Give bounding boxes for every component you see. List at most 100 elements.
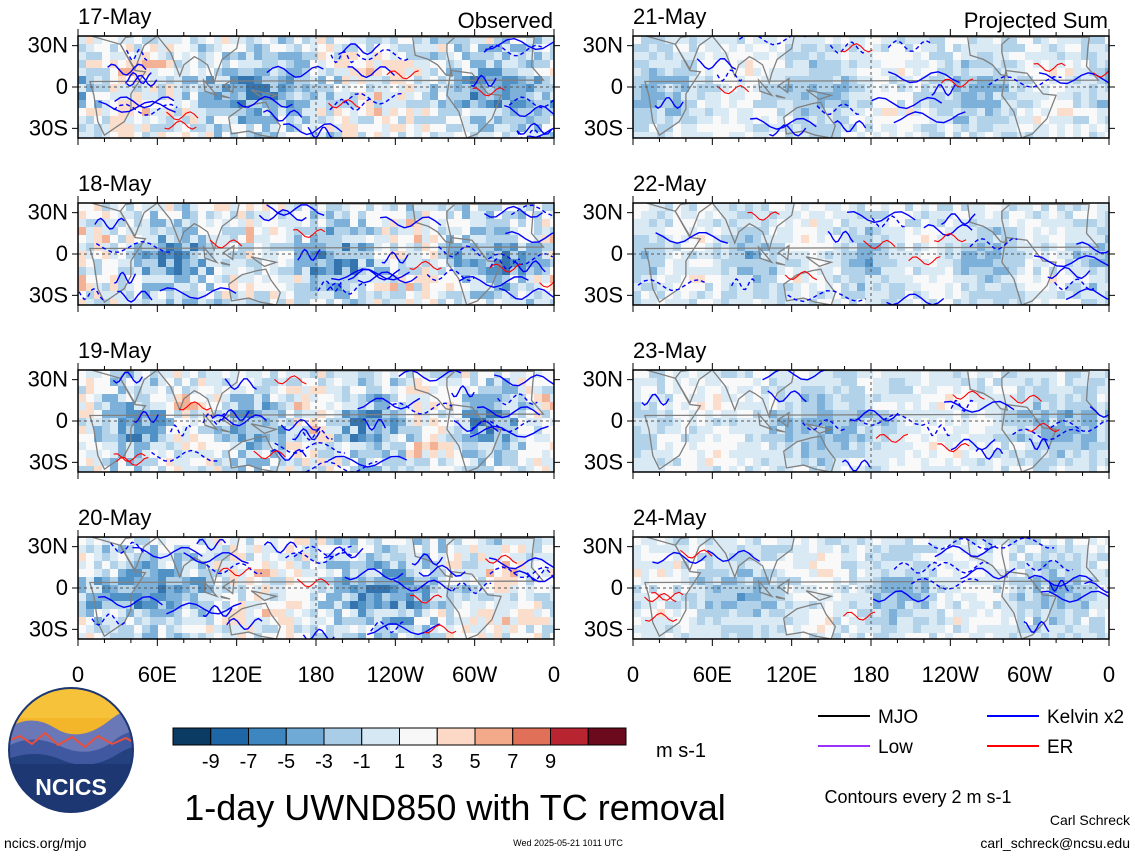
- field-cell: [1009, 44, 1017, 52]
- field-cell: [366, 259, 374, 267]
- field-cell: [278, 577, 286, 585]
- field-cell: [310, 394, 318, 402]
- field-cell: [502, 537, 510, 545]
- field-cell: [230, 92, 238, 100]
- field-cell: [769, 36, 777, 44]
- field-cell: [350, 211, 358, 219]
- field-cell: [881, 283, 889, 291]
- field-cell: [238, 267, 246, 275]
- field-cell: [366, 124, 374, 132]
- field-cell: [182, 243, 190, 251]
- field-cell: [1025, 52, 1033, 60]
- kelvin-contour: [513, 570, 554, 583]
- field-cell: [102, 116, 110, 124]
- field-cell: [78, 235, 86, 243]
- field-cell: [374, 36, 382, 44]
- field-cell: [174, 370, 182, 378]
- field-cell: [881, 243, 889, 251]
- field-cell: [641, 203, 649, 211]
- field-cell: [310, 537, 318, 545]
- field-cell: [817, 68, 825, 76]
- field-cell: [438, 259, 446, 267]
- field-cell: [969, 227, 977, 235]
- field-cell: [246, 633, 254, 639]
- field-cell: [657, 108, 665, 116]
- field-cell: [342, 68, 350, 76]
- field-cell: [350, 283, 358, 291]
- field-cell: [286, 434, 294, 442]
- field-cell: [753, 219, 761, 227]
- y-tick-label: 30N: [28, 534, 68, 559]
- field-cell: [398, 275, 406, 283]
- field-cell: [230, 291, 238, 299]
- field-cell: [478, 84, 486, 92]
- field-cell: [889, 235, 897, 243]
- field-cell: [190, 68, 198, 76]
- field-cell: [510, 84, 518, 92]
- field-cell: [374, 267, 382, 275]
- field-cell: [510, 609, 518, 617]
- field-cell: [1057, 132, 1065, 138]
- kelvin-contour: [888, 71, 960, 84]
- field-cell: [278, 625, 286, 633]
- field-cell: [446, 418, 454, 426]
- field-cell: [961, 251, 969, 259]
- field-cell: [390, 68, 398, 76]
- field-cell: [550, 537, 554, 545]
- field-cell: [745, 44, 753, 52]
- field-cell: [849, 52, 857, 60]
- field-cell: [118, 219, 126, 227]
- field-cell: [78, 227, 86, 235]
- field-cell: [110, 219, 118, 227]
- field-cell: [350, 617, 358, 625]
- field-cell: [665, 283, 673, 291]
- field-cell: [142, 52, 150, 60]
- field-cell: [238, 402, 246, 410]
- field-cell: [262, 60, 270, 68]
- field-cell: [681, 44, 689, 52]
- field-cell: [238, 124, 246, 132]
- field-cell: [1017, 116, 1025, 124]
- field-cell: [454, 561, 462, 569]
- field-cell: [126, 251, 134, 259]
- field-cell: [641, 211, 649, 219]
- field-cell: [705, 235, 713, 243]
- field-cell: [302, 402, 310, 410]
- field-cell: [406, 251, 414, 259]
- field-cell: [126, 36, 134, 44]
- field-cell: [254, 44, 262, 52]
- field-cell: [881, 108, 889, 116]
- field-cell: [334, 219, 342, 227]
- field-cell: [254, 577, 262, 585]
- field-cell: [246, 92, 254, 100]
- field-cell: [318, 378, 326, 386]
- field-cell: [801, 283, 809, 291]
- field-cell: [430, 124, 438, 132]
- field-cell: [390, 418, 398, 426]
- field-cell: [214, 291, 222, 299]
- field-cell: [446, 124, 454, 132]
- field-cell: [665, 132, 673, 138]
- field-cell: [510, 291, 518, 299]
- field-cell: [422, 100, 430, 108]
- field-cell: [358, 291, 366, 299]
- field-cell: [841, 259, 849, 267]
- field-cell: [486, 36, 494, 44]
- field-cell: [1057, 227, 1065, 235]
- field-cell: [897, 243, 905, 251]
- field-cell: [705, 132, 713, 138]
- field-cell: [905, 116, 913, 124]
- field-cell: [1001, 36, 1009, 44]
- field-cell: [534, 625, 542, 633]
- field-cell: [430, 299, 438, 305]
- field-cell: [318, 545, 326, 553]
- field-cell: [849, 76, 857, 84]
- field-cell: [657, 68, 665, 76]
- field-cell: [430, 44, 438, 52]
- field-cell: [745, 219, 753, 227]
- field-cell: [158, 593, 166, 601]
- field-cell: [358, 577, 366, 585]
- kelvin-contour: [114, 271, 137, 285]
- field-cell: [470, 92, 478, 100]
- field-cell: [809, 203, 817, 211]
